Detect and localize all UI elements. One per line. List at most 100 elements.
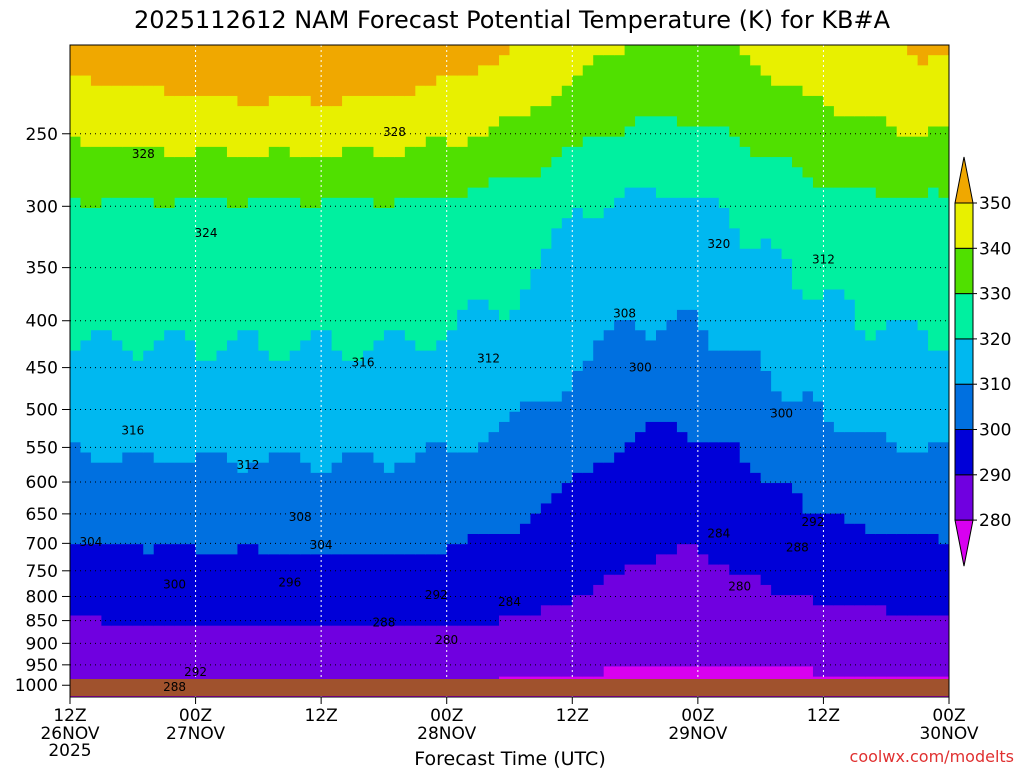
temperature-cell [593,136,605,219]
temperature-cell [750,157,762,250]
temperature-cell [143,350,155,454]
temperature-cell [226,462,239,555]
temperature-cell [70,615,82,688]
contour-labels: 328 324 328 320 312 316 312 308 300 300 316 312 308 3… [79,125,834,694]
temperature-cell [206,45,218,97]
temperature-cell [666,554,678,668]
temperature-cell [467,452,479,535]
temperature-cell [111,544,123,627]
temperature-cell [268,45,280,97]
colorbar-label: 340 [979,239,1011,259]
temperature-cell [185,625,197,688]
temperature-cell [436,554,448,627]
temperature-cell [499,320,511,423]
temperature-cell [603,208,615,331]
temperature-cell [310,554,322,627]
temperature-cell [195,197,207,362]
temperature-cell [771,85,783,158]
y-tick-label: 350 [26,259,58,279]
temperature-cell [540,401,552,505]
contour-label: 296 [278,575,301,589]
temperature-cell [729,350,741,443]
temperature-cell [687,442,699,545]
temperature-cell [153,45,165,87]
temperature-cell [854,330,866,433]
temperature-cell [425,625,437,688]
temperature-cell [394,197,406,331]
temperature-cell [164,157,176,209]
x-tick-date: 28NOV [417,724,476,744]
temperature-cell [279,360,291,454]
temperature-cell [833,187,845,291]
temperature-cell [739,350,751,464]
temperature-cell [457,197,469,311]
temperature-cell [216,95,228,148]
temperature-cell [153,85,165,148]
temperature-cell [561,391,573,484]
temperature-cell [854,605,866,678]
temperature-cell [718,45,730,128]
temperature-cell [258,554,270,627]
temperature-cell [896,615,908,678]
temperature-cell [572,472,584,596]
temperature-cell [352,95,364,148]
temperature-cell [603,574,615,668]
contour-label: 312 [812,253,835,267]
temperature-cell [111,197,123,342]
temperature-cell [289,95,301,158]
temperature-cell [572,371,584,474]
temperature-cell [676,432,688,545]
temperature-cell [436,45,448,77]
contour-label: 308 [613,307,636,321]
temperature-cell [739,55,751,148]
temperature-cell [718,442,730,566]
temperature-cell [404,197,416,342]
temperature-cell [247,197,259,331]
temperature-cell [467,625,479,688]
temperature-cell [342,625,354,688]
temperature-cell [928,45,940,56]
temperature-cell [80,208,92,342]
temperature-cell [718,350,730,443]
temperature-cell [928,442,940,535]
temperature-cell [321,157,333,199]
temperature-cell [415,45,427,87]
temperature-cell [718,208,730,352]
temperature-cell [645,564,657,668]
temperature-cell [844,523,856,606]
temperature-cell [279,554,291,627]
temperature-cell [174,544,186,627]
colorbar-label: 350 [979,194,1011,214]
temperature-cell [436,625,448,688]
temperature-cell [258,625,270,688]
temperature-cell [739,146,751,250]
temperature-cell [865,116,877,189]
temperature-cell [739,45,751,56]
temperature-cell [143,625,155,688]
y-tick-label: 500 [26,401,58,421]
temperature-cell [844,187,856,301]
colorbar-swatch [954,202,974,249]
temperature-cell [666,116,678,199]
temperature-cell [624,187,636,321]
temperature-cell [750,45,762,66]
temperature-cell [635,187,647,331]
temperature-cell [509,116,521,179]
temperature-cell [624,126,636,189]
temperature-cell [488,432,500,535]
temperature-cell [582,65,594,138]
temperature-cell [268,146,280,199]
temperature-cell [111,340,123,464]
temperature-cell [80,452,92,545]
temperature-cell [582,595,594,678]
temperature-cell [90,544,102,617]
temperature-cell [143,146,155,199]
temperature-cell [708,126,720,199]
x-tick-label: 12Z [305,706,338,726]
temperature-cell [519,523,532,617]
colorbar-label: 290 [979,466,1011,486]
temperature-cell [321,472,333,555]
temperature-cell [886,442,898,535]
colorbar-label: 320 [979,330,1011,350]
temperature-cell [708,45,720,128]
